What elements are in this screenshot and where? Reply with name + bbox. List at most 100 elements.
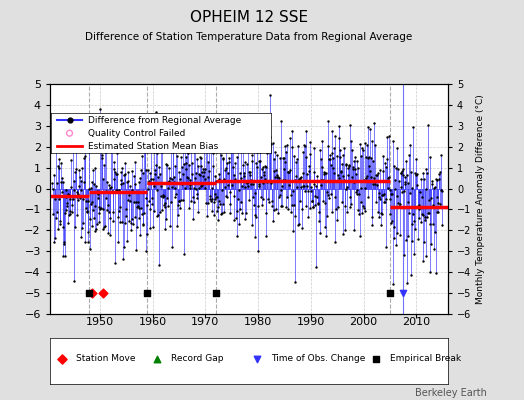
Point (78, 165, 86, 171)
Point (177, 154, 185, 160)
Point (63, 200, 72, 206)
Point (363, 173, 372, 179)
Point (292, 156, 301, 163)
Point (136, 232, 144, 238)
Point (344, 165, 352, 172)
Point (296, 174, 304, 181)
Point (115, 204, 124, 210)
Point (294, 143, 302, 149)
Point (143, 231, 151, 238)
Point (150, 183, 158, 190)
Point (196, 163, 205, 169)
Point (146, 170, 154, 176)
Point (425, 210, 433, 216)
Point (248, 158, 257, 164)
Point (66, 130, 74, 136)
Point (84, 238, 92, 245)
Point (333, 217, 341, 224)
Point (265, 199, 274, 206)
Point (314, 201, 322, 207)
Point (243, 183, 252, 189)
Point (334, 175, 343, 181)
Point (270, 207, 278, 213)
Point (377, 210, 385, 216)
Point (172, 191, 181, 198)
Point (336, 154, 344, 160)
Point (279, 154, 287, 161)
Point (253, 164, 261, 170)
Point (245, 169, 254, 176)
Point (224, 154, 233, 161)
Point (254, 202, 262, 209)
Point (345, 163, 353, 169)
Point (122, 206, 130, 212)
Point (145, 198, 153, 204)
Point (255, 180, 264, 187)
Point (323, 118, 332, 124)
Point (118, 164, 126, 171)
Point (89, 167, 97, 173)
Point (275, 175, 283, 181)
Point (154, 174, 162, 180)
Point (375, 214, 384, 220)
Point (346, 203, 354, 210)
Point (386, 196, 394, 203)
Point (317, 182, 325, 189)
Point (132, 199, 140, 206)
Point (328, 150, 336, 156)
Point (70, 186, 79, 193)
Point (306, 204, 314, 211)
Point (383, 244, 391, 251)
Point (187, 146, 195, 152)
Point (366, 167, 375, 174)
Point (327, 162, 335, 168)
Point (213, 208, 222, 214)
Point (343, 209, 352, 215)
Point (260, 162, 269, 169)
Point (181, 132, 189, 138)
Point (430, 246, 439, 252)
Point (277, 203, 286, 209)
Point (404, 198, 412, 205)
Point (199, 173, 207, 179)
Point (200, 169, 208, 176)
Point (328, 128, 336, 135)
Point (109, 208, 117, 215)
Point (116, 219, 124, 226)
Point (182, 154, 190, 160)
Point (54, 156, 63, 162)
Point (51, 192, 59, 199)
Point (370, 181, 379, 187)
Point (55, 196, 63, 202)
Point (392, 145, 401, 152)
Point (58, 189, 66, 195)
Point (212, 194, 220, 200)
Point (66, 208, 74, 215)
Point (268, 218, 277, 224)
Point (150, 171, 159, 177)
Point (342, 161, 350, 168)
Point (178, 197, 187, 204)
Point (104, 202, 112, 208)
Point (113, 170, 121, 177)
Point (355, 211, 363, 218)
Point (307, 188, 315, 194)
Point (183, 145, 192, 151)
Point (149, 176, 157, 182)
Point (430, 204, 438, 210)
Point (198, 169, 206, 175)
Point (161, 200, 169, 207)
Point (176, 176, 184, 183)
Point (386, 211, 395, 217)
Point (116, 181, 125, 188)
Point (238, 133, 247, 139)
Point (185, 184, 194, 191)
Point (380, 191, 388, 197)
Point (316, 147, 324, 153)
Point (252, 159, 260, 166)
Point (219, 156, 227, 162)
Point (48, 180, 57, 186)
Point (435, 169, 444, 176)
Point (89, 207, 97, 214)
Point (399, 290, 407, 296)
